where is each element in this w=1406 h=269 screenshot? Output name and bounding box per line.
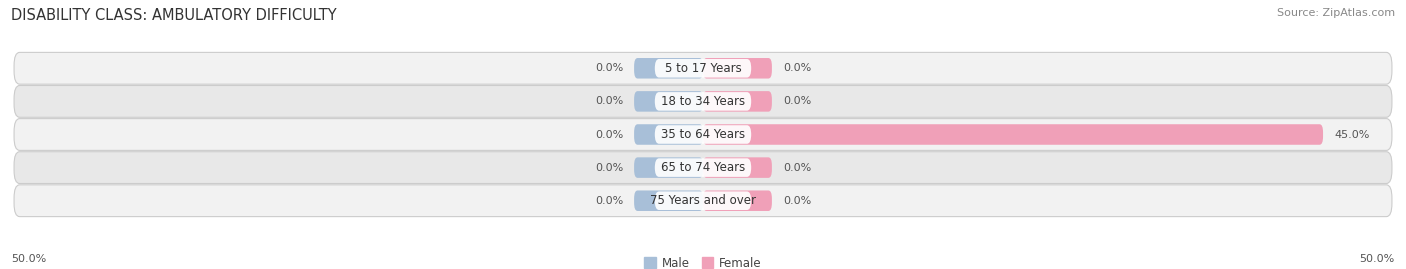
Text: 0.0%: 0.0% xyxy=(783,162,811,173)
Text: 18 to 34 Years: 18 to 34 Years xyxy=(661,95,745,108)
FancyBboxPatch shape xyxy=(14,152,1392,183)
FancyBboxPatch shape xyxy=(655,192,751,210)
Text: 50.0%: 50.0% xyxy=(11,254,46,264)
Text: 0.0%: 0.0% xyxy=(595,96,623,107)
FancyBboxPatch shape xyxy=(655,92,751,111)
FancyBboxPatch shape xyxy=(634,190,703,211)
FancyBboxPatch shape xyxy=(634,157,703,178)
Text: 0.0%: 0.0% xyxy=(783,196,811,206)
Text: 0.0%: 0.0% xyxy=(595,162,623,173)
FancyBboxPatch shape xyxy=(14,86,1392,117)
FancyBboxPatch shape xyxy=(703,190,772,211)
FancyBboxPatch shape xyxy=(703,157,772,178)
FancyBboxPatch shape xyxy=(14,119,1392,150)
FancyBboxPatch shape xyxy=(703,91,772,112)
FancyBboxPatch shape xyxy=(634,58,703,79)
FancyBboxPatch shape xyxy=(703,58,772,79)
FancyBboxPatch shape xyxy=(14,52,1392,84)
Text: Source: ZipAtlas.com: Source: ZipAtlas.com xyxy=(1277,8,1395,18)
FancyBboxPatch shape xyxy=(634,91,703,112)
FancyBboxPatch shape xyxy=(655,59,751,77)
FancyBboxPatch shape xyxy=(634,124,703,145)
FancyBboxPatch shape xyxy=(655,158,751,177)
Text: 0.0%: 0.0% xyxy=(595,63,623,73)
FancyBboxPatch shape xyxy=(655,125,751,144)
Legend: Male, Female: Male, Female xyxy=(644,257,762,269)
FancyBboxPatch shape xyxy=(14,185,1392,217)
Text: 50.0%: 50.0% xyxy=(1360,254,1395,264)
Text: 0.0%: 0.0% xyxy=(783,96,811,107)
Text: 65 to 74 Years: 65 to 74 Years xyxy=(661,161,745,174)
Text: 0.0%: 0.0% xyxy=(783,63,811,73)
Text: 35 to 64 Years: 35 to 64 Years xyxy=(661,128,745,141)
Text: 0.0%: 0.0% xyxy=(595,129,623,140)
FancyBboxPatch shape xyxy=(703,124,1323,145)
Text: 75 Years and over: 75 Years and over xyxy=(650,194,756,207)
Text: 0.0%: 0.0% xyxy=(595,196,623,206)
Text: 45.0%: 45.0% xyxy=(1334,129,1369,140)
Text: 5 to 17 Years: 5 to 17 Years xyxy=(665,62,741,75)
Text: DISABILITY CLASS: AMBULATORY DIFFICULTY: DISABILITY CLASS: AMBULATORY DIFFICULTY xyxy=(11,8,337,23)
